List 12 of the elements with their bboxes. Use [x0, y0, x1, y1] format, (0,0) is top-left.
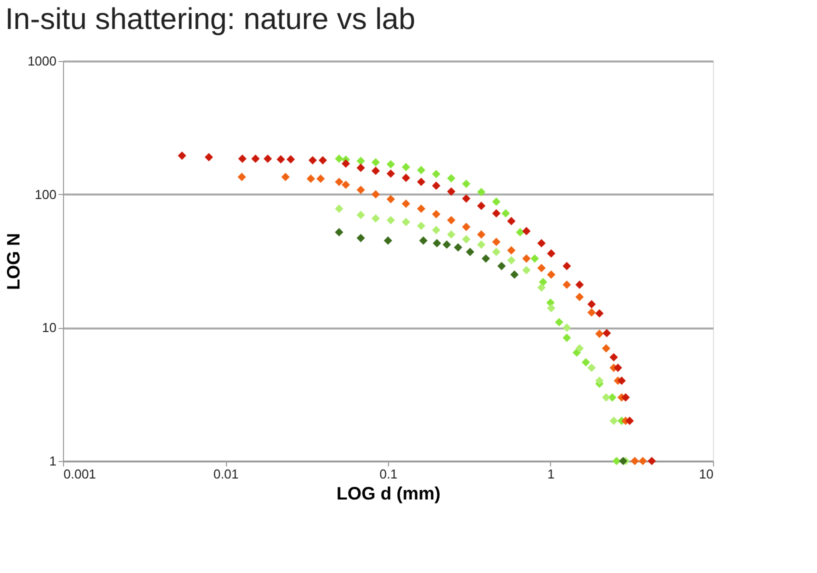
x-tick-label: 1 — [547, 466, 555, 482]
y-tick-label: 1 — [49, 454, 56, 468]
y-tick-label: 1000 — [28, 54, 56, 68]
chart-title: In-situ shattering: nature vs lab — [5, 3, 416, 36]
y-tick-label: 10 — [42, 320, 56, 336]
x-tick-label: 0.01 — [213, 466, 239, 482]
x-tick-label: 0.001 — [64, 466, 96, 482]
x-axis-title: LOG d (mm) — [336, 484, 440, 504]
x-tick-label: 0.1 — [379, 466, 398, 482]
x-tick-label: 10 — [699, 466, 714, 482]
y-axis-title: LOG N — [4, 233, 24, 290]
y-tick-label: 100 — [34, 186, 56, 202]
